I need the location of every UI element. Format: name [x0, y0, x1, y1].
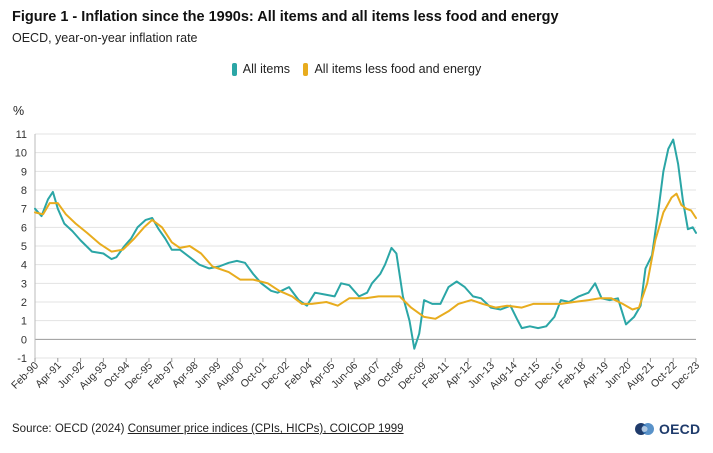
series-line-all-items [34, 138, 697, 350]
oecd-logo-text: OECD [659, 421, 701, 437]
y-tick-label: 10 [15, 148, 27, 160]
legend-item-core[interactable]: All items less food and energy [303, 62, 481, 76]
x-tick-labels: Feb-90Apr-91Jun-92Aug-93Oct-94Dec-95Feb-… [9, 358, 702, 392]
y-tick-label: 1 [21, 316, 27, 328]
y-tick-label: 3 [21, 278, 27, 290]
legend-label-all-items: All items [242, 62, 290, 76]
y-tick-labels: ‑1 0 1 2 3 4 5 6 7 8 9 10 11 [15, 129, 27, 365]
y-tick-label: ‑1 [17, 353, 27, 365]
series-layer [34, 138, 697, 350]
source-prefix: Source: OECD (2024) [12, 423, 128, 435]
chart-legend: All items All items less food and energy [0, 62, 713, 79]
chart-subtitle: OECD, year-on-year inflation rate [12, 31, 198, 45]
y-tick-label: 11 [16, 129, 27, 141]
y-tick-label: 8 [21, 185, 27, 197]
y-tick-label: 2 [21, 297, 27, 309]
oecd-globe-icon [635, 423, 654, 435]
y-tick-label: 0 [21, 334, 27, 346]
legend-label-core: All items less food and energy [314, 62, 482, 76]
legend-swatch-core [303, 62, 309, 76]
series-line-core [34, 192, 697, 320]
y-tick-label: 4 [21, 260, 27, 272]
chart-title: Figure 1 - Inflation since the 1990s: Al… [12, 9, 559, 25]
legend-swatch-all-items [231, 62, 237, 76]
grid-layer [34, 133, 696, 359]
y-tick-label: 5 [21, 241, 27, 253]
y-axis-label: % [13, 104, 25, 118]
oecd-logo: OECD [634, 420, 700, 438]
y-tick-label: 6 [21, 222, 27, 234]
source-note: Source: OECD (2024) Consumer price indic… [12, 423, 404, 435]
legend-item-all-items[interactable]: All items [231, 62, 290, 76]
source-link[interactable]: Consumer price indices (CPIs, HICPs), CO… [127, 423, 404, 435]
y-tick-label: 7 [21, 204, 27, 216]
y-tick-label: 9 [21, 166, 27, 178]
